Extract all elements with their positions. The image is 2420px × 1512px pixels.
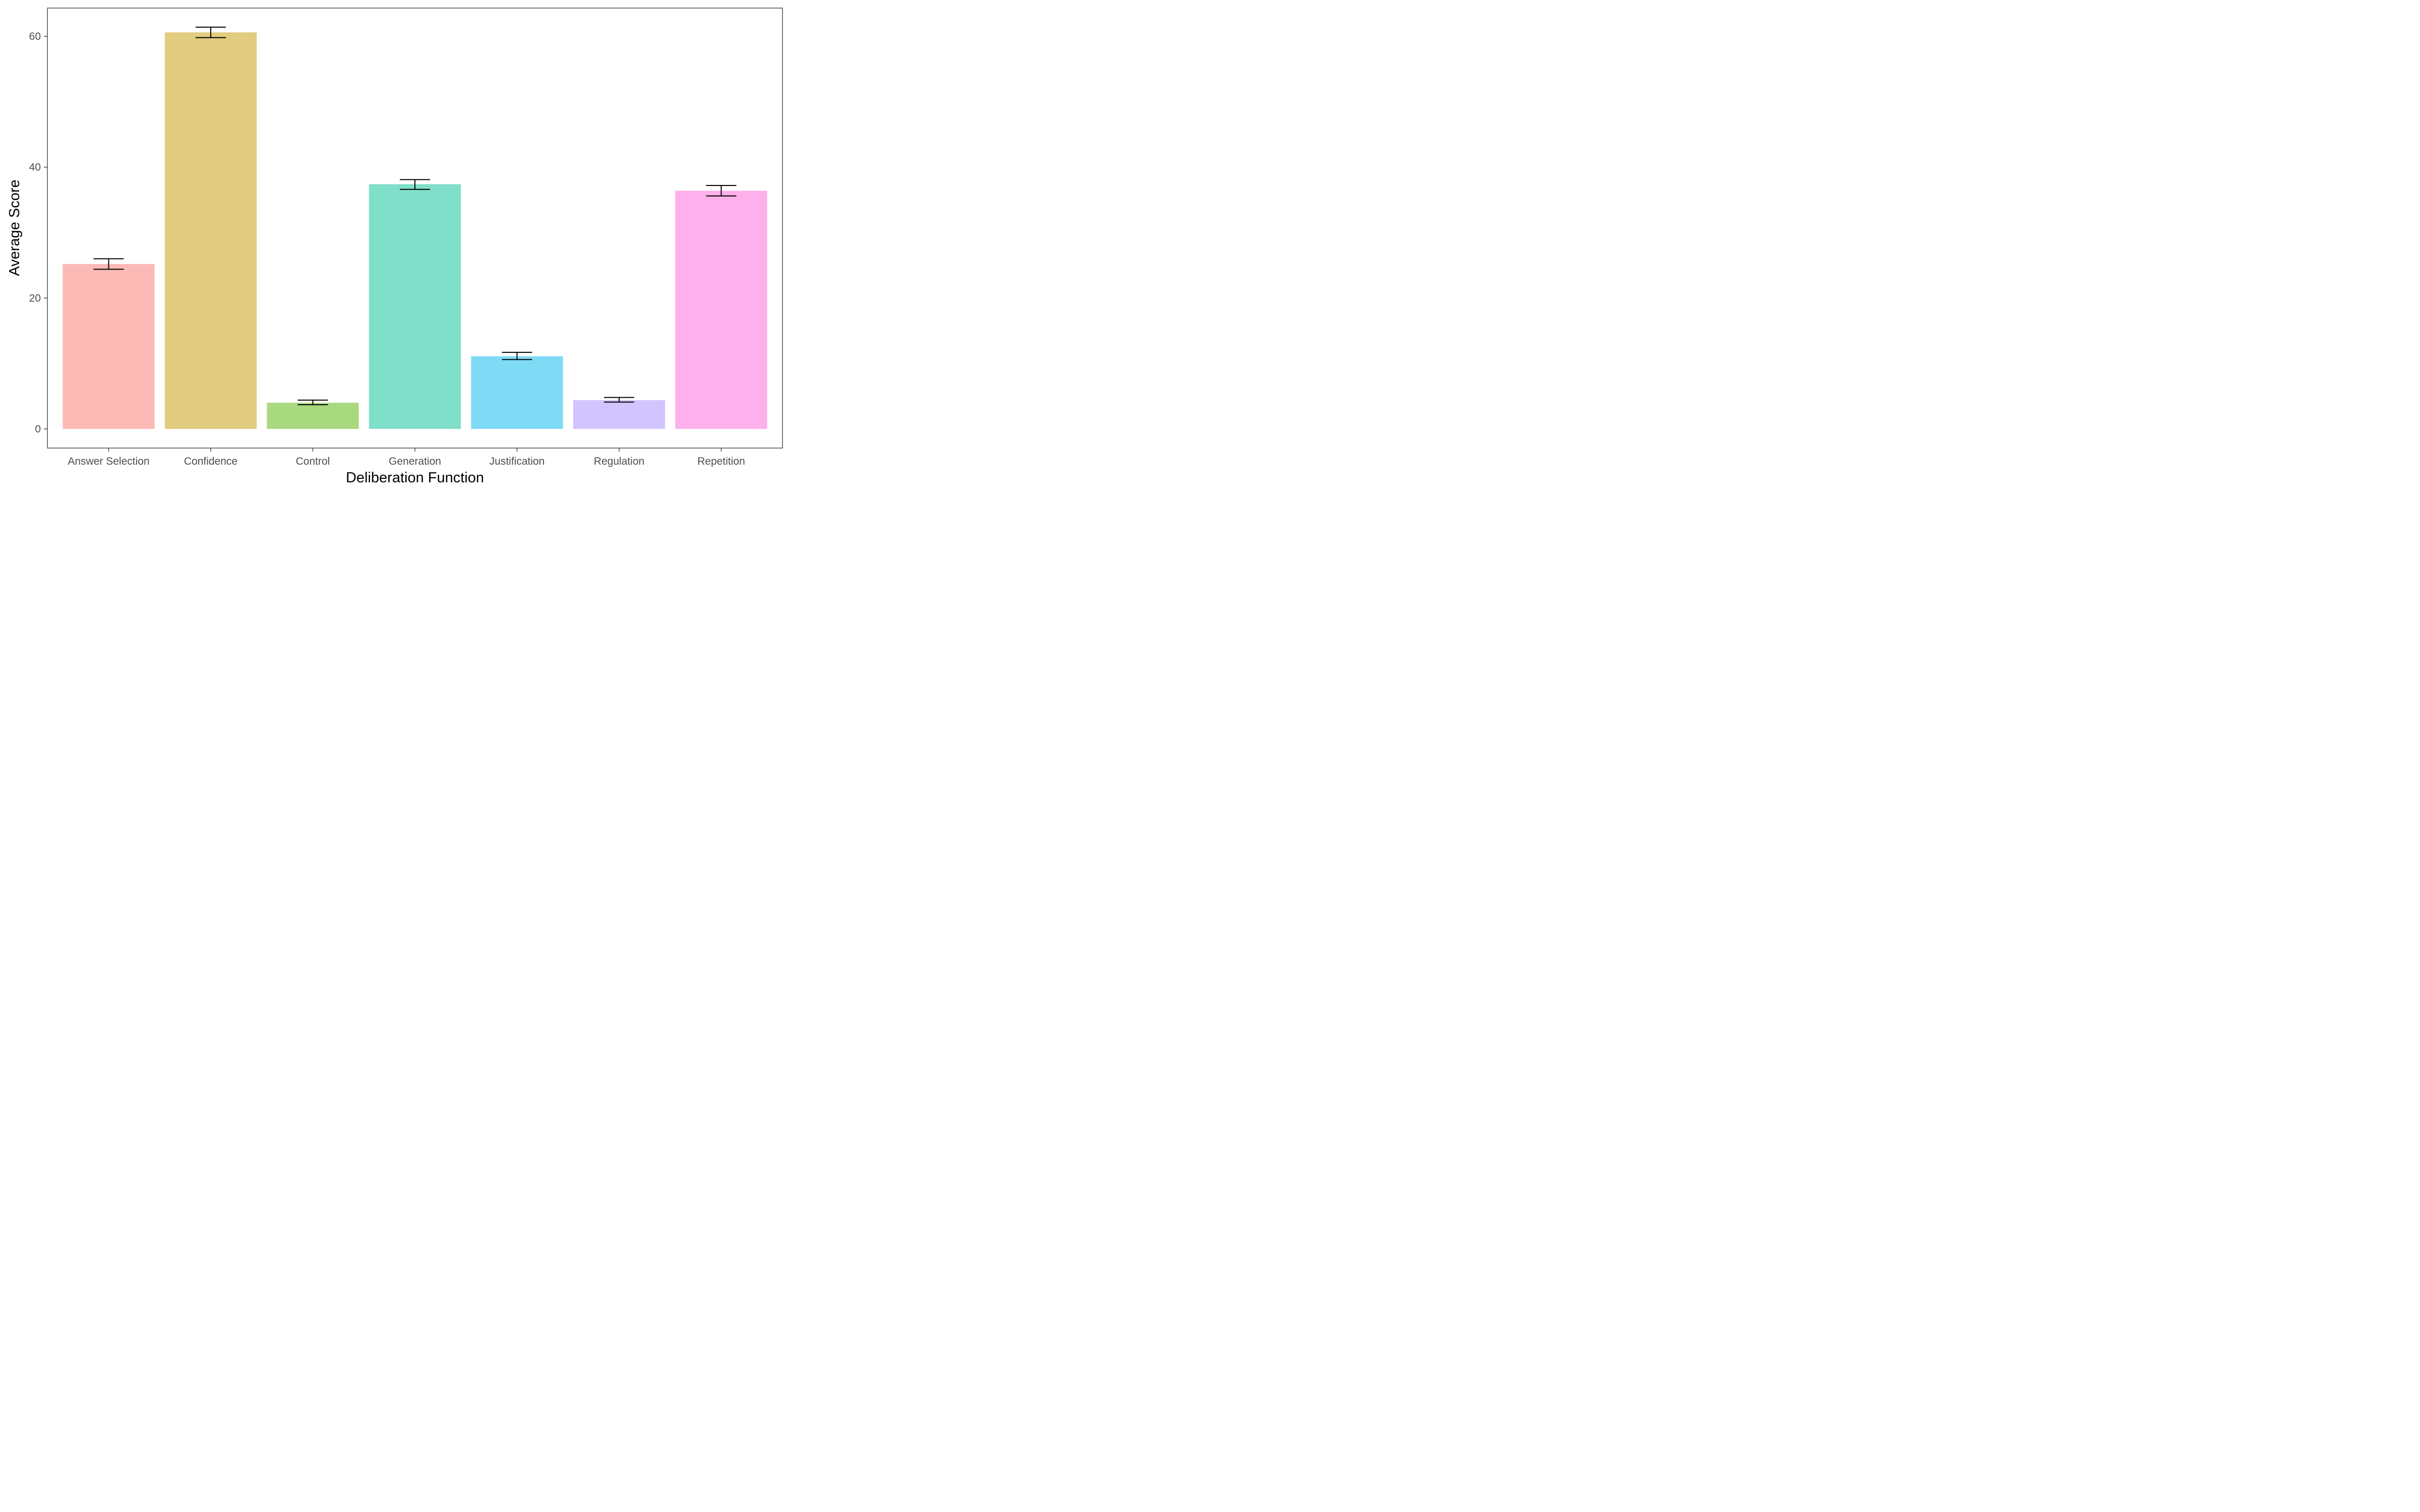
bar: [267, 403, 359, 429]
error-bar: [400, 179, 430, 190]
bars-layer: [63, 32, 767, 429]
y-tick-label: 40: [29, 162, 41, 173]
y-tick-label: 0: [35, 423, 41, 435]
bar: [675, 191, 767, 429]
error-bar: [93, 258, 124, 270]
bar: [164, 32, 257, 429]
error-bar: [297, 399, 328, 405]
bar: [369, 184, 461, 429]
error-bar: [502, 352, 532, 360]
y-axis: 0 20 40 60: [29, 31, 47, 435]
x-tick-label: Answer Selection: [68, 456, 149, 467]
x-axis-title: Deliberation Function: [346, 470, 484, 486]
x-tick-label: Generation: [389, 456, 441, 467]
y-tick-label: 20: [29, 292, 41, 304]
chart: 0 20 40 60 Answer Selection Confidence Contro…: [0, 0, 791, 494]
error-bars-layer: [93, 26, 737, 405]
x-tick-label: Repetition: [697, 456, 745, 467]
x-tick-label: Regulation: [594, 456, 644, 467]
error-bar: [196, 26, 226, 38]
x-axis: Answer Selection Confidence Control Generat…: [68, 448, 745, 467]
x-tick-label: Confidence: [184, 456, 237, 467]
bar: [63, 264, 155, 429]
error-bar: [604, 397, 634, 403]
y-tick-label: 60: [29, 31, 41, 42]
x-tick-label: Control: [296, 456, 330, 467]
x-tick-label: Justification: [490, 456, 545, 467]
y-axis-title: Average Score: [7, 179, 23, 276]
bar: [573, 400, 666, 429]
bar: [471, 356, 563, 429]
bar-chart: 0 20 40 60 Answer Selection Confidence Contro…: [0, 0, 791, 494]
error-bar: [706, 185, 737, 197]
